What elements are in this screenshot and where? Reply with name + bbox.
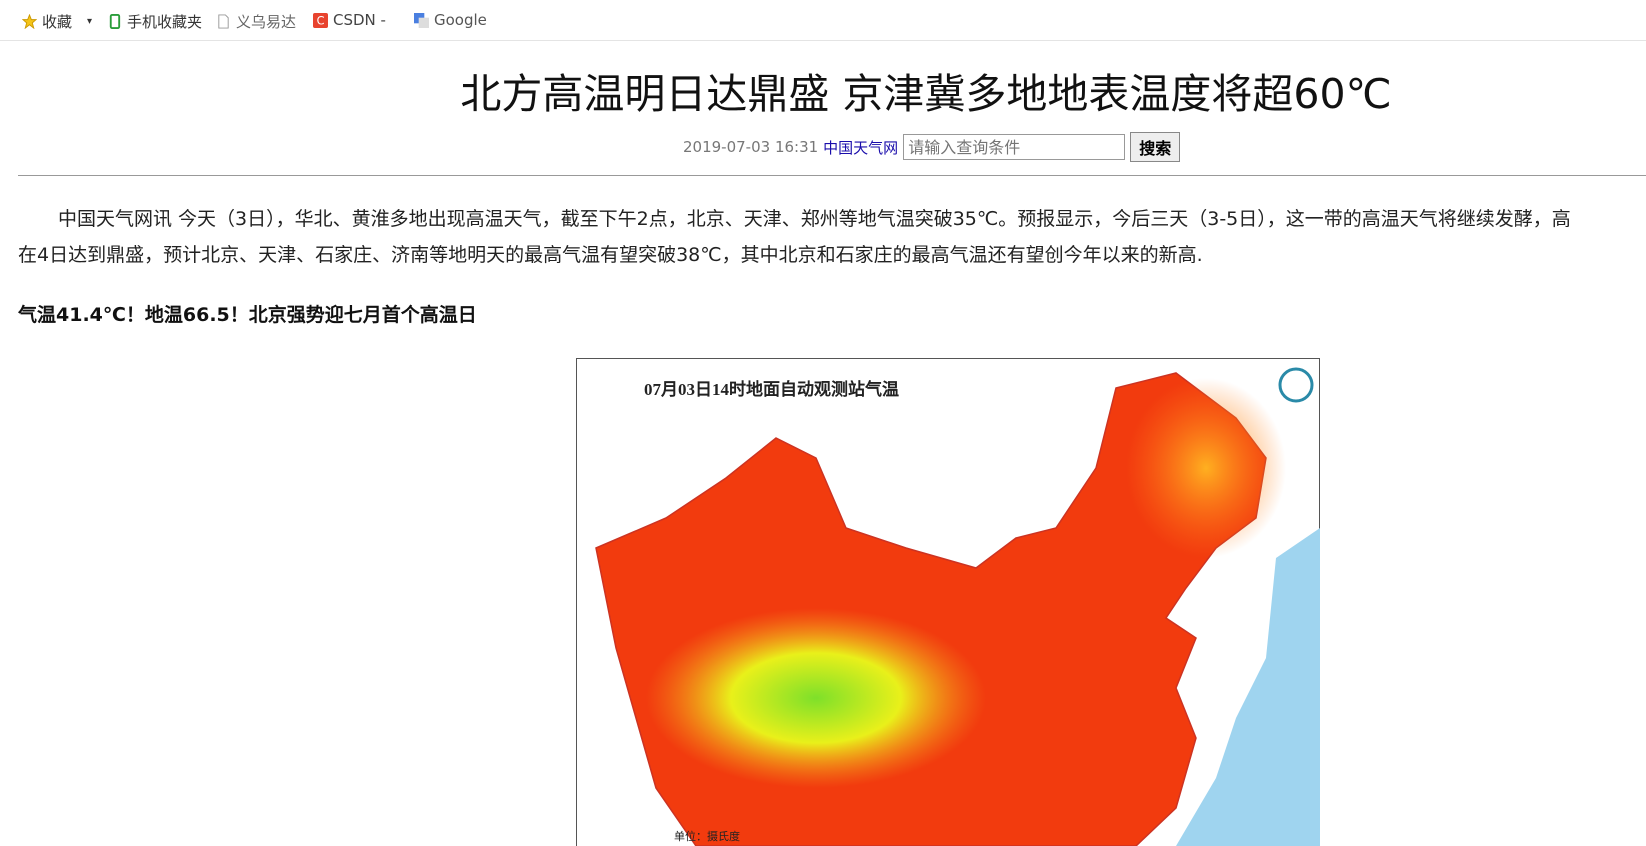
bookmark-label: CSDN - — [333, 11, 386, 29]
subheading: 气温41.4℃！地温66.5！北京强势迎七月首个高温日 — [18, 304, 477, 326]
bookmark-label: 义乌易达 — [236, 13, 297, 31]
bookmarks-bar: 收藏 ▾ 手机收藏夹 义乌易达 C CSDN - Google — [0, 0, 1646, 41]
map-unit: 单位：摄氏度 — [674, 829, 740, 843]
bookmark-label: 手机收藏夹 — [127, 13, 203, 31]
article-meta: 2019-07-03 16:31 中国天气网 搜索 — [683, 132, 1181, 162]
article-title: 北方高温明日达鼎盛 京津冀多地地表温度将超60℃ — [460, 70, 1392, 118]
svg-text:C: C — [317, 14, 325, 27]
bookmark[interactable]: 手机收藏夹 — [107, 11, 202, 32]
bookmark[interactable]: C CSDN - — [313, 11, 386, 29]
temperature-map: 07月03日14时地面自动观测站气温 单位：摄氏度 — [576, 358, 1320, 846]
bookmark[interactable]: 义乌易达 — [216, 11, 296, 32]
bookmark[interactable]: Google — [414, 11, 487, 29]
paragraph-line: 在4日达到鼎盛，预计北京、天津、石家庄、济南等地明天的最高气温有望突破38℃，其… — [18, 244, 1203, 266]
bookmark-label: Google — [434, 11, 487, 29]
map-title: 07月03日14时地面自动观测站气温 — [644, 379, 899, 399]
source-link[interactable]: 中国天气网 — [823, 138, 899, 157]
bookmark[interactable]: 收藏 ▾ — [22, 11, 92, 32]
date: 2019-07-03 16:31 — [683, 138, 819, 156]
bookmark-label: 收藏 — [42, 13, 73, 31]
search-button[interactable]: 搜索 — [1130, 132, 1181, 162]
divider — [18, 175, 1646, 176]
paragraph-line: 中国天气网讯 今天（3日），华北、黄淮多地出现高温天气，截至下午2点，北京、天津… — [58, 208, 1571, 230]
search-input[interactable] — [903, 134, 1126, 160]
